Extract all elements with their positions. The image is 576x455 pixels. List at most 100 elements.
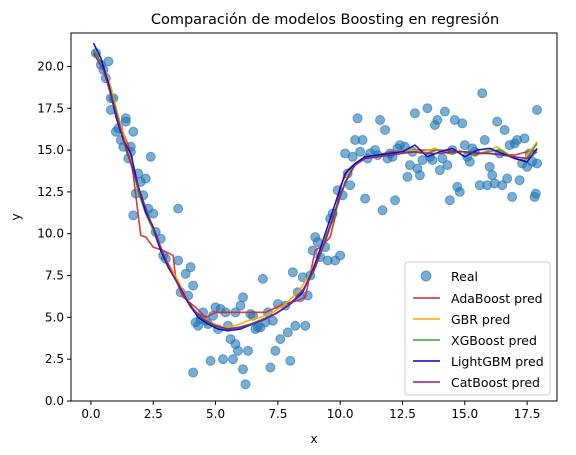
y-tick-label: 0.0	[45, 394, 64, 408]
scatter-point	[507, 191, 518, 202]
x-axis: 0.0 2.5 5.0 7.5 10.0 12.5 15.0 17.5	[81, 401, 540, 421]
plot-area	[90, 42, 543, 390]
legend-label-xgboost: XGBoost pred	[451, 333, 537, 348]
scatter-point	[414, 170, 425, 181]
scatter-point	[432, 114, 443, 125]
y-tick-label: 20.0	[37, 59, 64, 73]
chart-title: Comparación de modelos Boosting en regre…	[151, 12, 499, 28]
scatter-point	[357, 135, 368, 146]
scatter-point	[375, 114, 386, 125]
scatter-point	[148, 208, 159, 219]
scatter-point	[437, 153, 448, 164]
scatter-point	[265, 362, 276, 373]
x-tick-label: 7.5	[268, 407, 287, 421]
scatter-point	[300, 320, 311, 331]
scatter-point	[484, 161, 495, 172]
scatter-point	[347, 151, 358, 162]
x-tick-label: 2.5	[144, 407, 163, 421]
scatter-point	[390, 195, 400, 206]
scatter-point	[377, 205, 388, 216]
legend-marker-real	[420, 270, 432, 282]
y-tick-label: 2.5	[45, 352, 64, 366]
scatter-point	[267, 315, 278, 326]
scatter-point	[302, 290, 313, 301]
scatter-point	[188, 280, 199, 291]
legend-label-real: Real	[451, 269, 478, 284]
scatter-point	[532, 104, 543, 115]
scatter-point	[232, 345, 243, 356]
scatter-point	[352, 113, 363, 124]
scatter-point	[487, 170, 498, 181]
y-tick-label: 5.0	[45, 310, 64, 324]
scatter-point	[140, 173, 151, 184]
legend-frame	[404, 261, 551, 396]
x-tick-label: 15.0	[451, 407, 478, 421]
scatter-point	[477, 88, 488, 99]
legend-label-adaboost: AdaBoost pred	[451, 291, 543, 306]
scatter-point	[103, 56, 114, 67]
scatter-point	[120, 116, 131, 127]
x-tick-label: 10.0	[327, 407, 354, 421]
scatter-point	[185, 262, 196, 273]
scatter-point	[145, 151, 156, 162]
scatter-point	[335, 250, 346, 261]
scatter-point	[237, 364, 248, 375]
scatter-point	[380, 125, 391, 136]
scatter-point	[427, 155, 438, 166]
scatter-point	[454, 186, 465, 197]
y-tick-label: 12.5	[37, 185, 64, 199]
x-tick-label: 0.0	[81, 407, 100, 421]
legend-label-lightgbm: LightGBM pred	[451, 354, 544, 369]
legend-label-gbr: GBR pred	[451, 312, 510, 327]
scatter-point	[409, 108, 420, 119]
scatter-point	[240, 379, 251, 390]
legend-label-catboost: CatBoost pred	[451, 375, 540, 390]
scatter-point	[128, 126, 139, 137]
scatter-point	[532, 158, 543, 169]
scatter-point	[237, 292, 248, 303]
scatter-point	[355, 146, 366, 157]
scatter-point	[497, 180, 508, 191]
scatter-point	[514, 175, 525, 186]
scatter-point	[502, 173, 513, 184]
scatter-point	[444, 195, 455, 206]
scatter-point	[173, 203, 184, 214]
scatter-point	[188, 367, 199, 378]
x-tick-label: 5.0	[206, 407, 225, 421]
scatter-point	[205, 355, 216, 366]
scatter-point	[257, 273, 268, 284]
scatter-point	[228, 354, 238, 365]
scatter-point	[499, 125, 510, 136]
scatter-point	[457, 118, 468, 129]
scatter-point	[173, 255, 184, 266]
scatter-point	[235, 300, 246, 311]
y-tick-label: 17.5	[37, 101, 64, 115]
scatter-point	[530, 188, 541, 199]
y-tick-label: 10.0	[37, 227, 64, 241]
scatter-point	[275, 334, 286, 345]
scatter-point	[402, 171, 413, 182]
scatter-point	[285, 355, 296, 366]
y-tick-label: 7.5	[45, 269, 64, 283]
scatter-point	[287, 267, 298, 278]
scatter-point	[439, 106, 450, 117]
scatter-point	[434, 165, 445, 176]
scatter-point	[128, 210, 139, 221]
y-axis: 0.0 2.5 5.0 7.5 10.0 12.5 15.0 17.5 20.0	[37, 59, 71, 408]
y-axis-label: y	[9, 213, 23, 220]
scatter-point	[519, 133, 530, 144]
series-line-catboost	[92, 52, 538, 330]
x-tick-label: 17.5	[514, 407, 541, 421]
scatter-point	[360, 193, 371, 204]
scatter-point	[282, 327, 293, 338]
x-tick-label: 12.5	[389, 407, 416, 421]
scatter-point	[242, 345, 253, 356]
axes-frame	[70, 32, 558, 402]
scatter-point	[180, 268, 191, 279]
y-tick-label: 15.0	[37, 143, 64, 157]
x-axis-label: x	[310, 432, 317, 446]
scatter-point	[270, 345, 281, 356]
scatter-point	[290, 320, 301, 331]
scatter-point	[218, 354, 229, 365]
